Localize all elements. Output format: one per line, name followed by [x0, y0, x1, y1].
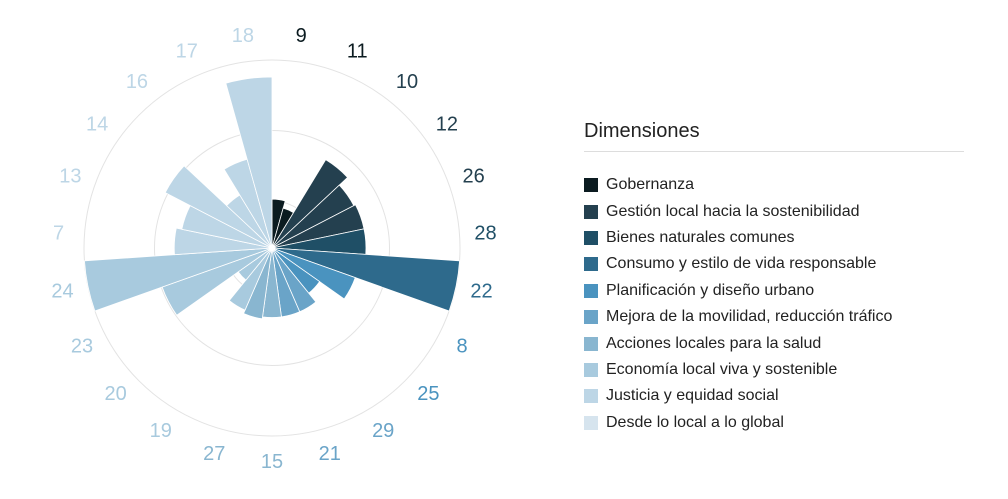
legend-title: Dimensiones — [584, 120, 964, 152]
category-label-9: 9 — [296, 25, 307, 47]
category-label-26: 26 — [463, 165, 485, 187]
legend-item: Bienes naturales comunes — [584, 225, 964, 251]
category-label-21: 21 — [319, 443, 341, 465]
legend-swatch — [584, 415, 598, 430]
legend-label: Economía local viva y sostenible — [606, 360, 838, 378]
legend-swatch — [584, 178, 598, 193]
bar-7 — [173, 227, 273, 256]
category-label-23: 23 — [71, 335, 93, 357]
bar-8 — [271, 247, 356, 300]
legend-label: Bienes naturales comunes — [606, 228, 795, 246]
category-label-8: 8 — [456, 335, 467, 357]
category-label-22: 22 — [470, 281, 492, 303]
legend-item: Consumo y estilo de vida responsable — [584, 251, 964, 277]
bar-18 — [225, 76, 273, 249]
legend-item: Mejora de la movilidad, reducción tráfic… — [584, 304, 964, 330]
category-label-16: 16 — [126, 71, 148, 93]
legend-item: Planificación y diseño urbano — [584, 278, 964, 304]
category-label-19: 19 — [150, 420, 172, 442]
category-label-28: 28 — [474, 222, 496, 244]
legend-item: Economía local viva y sostenible — [584, 357, 964, 383]
bar-22 — [271, 247, 460, 312]
bar-27 — [243, 247, 273, 320]
legend: Dimensiones Gobernanza Gestión local haci… — [584, 120, 964, 436]
legend-item: Gobernanza — [584, 172, 964, 198]
legend-items: Gobernanza Gestión local hacia la sosteni… — [584, 172, 964, 436]
category-label-17: 17 — [176, 41, 198, 63]
legend-swatch — [584, 362, 598, 377]
legend-item: Justicia y equidad social — [584, 383, 964, 409]
category-label-24: 24 — [51, 281, 73, 303]
category-label-10: 10 — [396, 71, 418, 93]
category-label-18: 18 — [232, 25, 254, 47]
category-label-11: 11 — [347, 41, 368, 63]
legend-item: Desde lo local a lo global — [584, 410, 964, 436]
grid-circle-3 — [83, 59, 461, 437]
category-label-7: 7 — [53, 222, 64, 244]
legend-label: Mejora de la movilidad, reducción tráfic… — [606, 308, 893, 326]
legend-swatch — [584, 283, 598, 298]
legend-label: Acciones locales para la salud — [606, 334, 822, 352]
legend-swatch — [584, 257, 598, 272]
category-label-13: 13 — [59, 165, 81, 187]
category-label-25: 25 — [417, 383, 439, 405]
bar-10 — [271, 159, 349, 249]
legend-label: Consumo y estilo de vida responsable — [606, 255, 877, 273]
legend-label: Justicia y equidad social — [606, 387, 779, 405]
bar-14 — [164, 165, 273, 249]
category-label-20: 20 — [104, 383, 126, 405]
legend-label: Gobernanza — [606, 176, 695, 194]
category-label-29: 29 — [372, 420, 394, 442]
legend-swatch — [584, 336, 598, 351]
polar-chart: 9 11 10 12 26 28 22 8 25 29 21 15 27 19 20 23 24 7 13 14 16 1… — [51, 25, 496, 473]
legend-swatch — [584, 389, 598, 404]
bar-24 — [84, 247, 273, 312]
legend-label: Desde lo local a lo global — [606, 413, 784, 431]
category-label-15: 15 — [261, 451, 283, 473]
legend-item: Gestión local hacia la sostenibilidad — [584, 198, 964, 224]
category-label-27: 27 — [203, 443, 225, 465]
bar-19 — [228, 247, 273, 311]
legend-label: Planificación y diseño urbano — [606, 281, 815, 299]
legend-swatch — [584, 310, 598, 325]
polar-bar-chart: 9 11 10 12 26 28 22 8 25 29 21 15 27 19 20 23 24 7 13 14 16 1… — [51, 25, 496, 473]
legend-label: Gestión local hacia la sostenibilidad — [606, 202, 860, 220]
category-label-12: 12 — [436, 114, 458, 136]
category-label-14: 14 — [86, 114, 108, 136]
legend-swatch — [584, 204, 598, 219]
legend-item: Acciones locales para la salud — [584, 330, 964, 356]
legend-swatch — [584, 230, 598, 245]
